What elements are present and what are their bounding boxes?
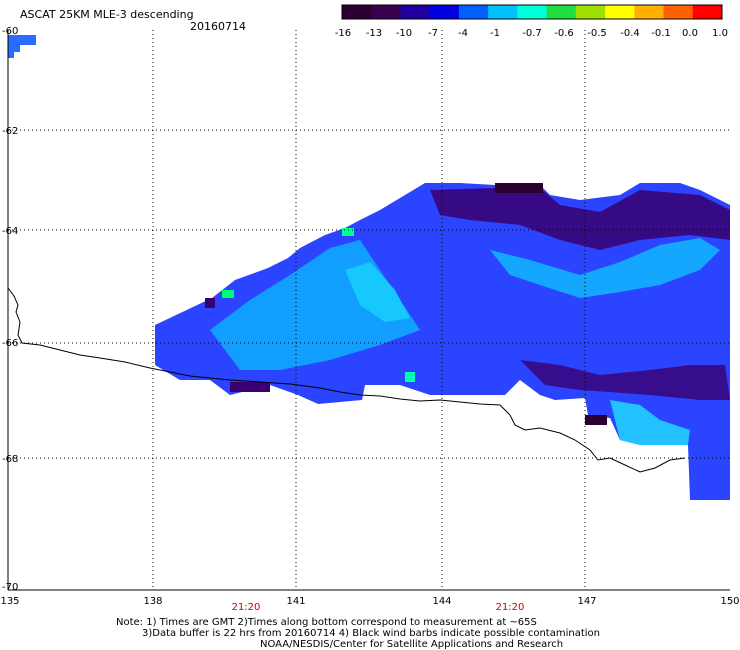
colorbar-swatch [546, 5, 577, 19]
lat-tick-label: -66 [2, 338, 18, 349]
colorbar-label: -0.7 [522, 28, 542, 39]
lon-tick-label: 135 [0, 596, 19, 607]
colorbar-label: 1.0 [712, 28, 728, 39]
colorbar-swatch [575, 5, 606, 19]
swath-cyan-south [610, 400, 690, 445]
swath-purple-southeast [520, 360, 730, 400]
swath-base [155, 183, 730, 500]
swath-cyan-band [490, 238, 720, 298]
lat-tick-label: -70 [2, 582, 18, 593]
colorbar [342, 5, 723, 19]
swath-dark-cell-south [585, 415, 607, 425]
colorbar-swatch [488, 5, 518, 19]
colorbar-swatch [429, 5, 460, 19]
swath-light-patch [345, 262, 410, 322]
lat-tick-label: -62 [2, 126, 18, 137]
colorbar-swatch [371, 5, 401, 19]
lon-tick-label: 147 [577, 596, 596, 607]
lat-tick-label: -68 [2, 454, 18, 465]
colorbar-border [341, 4, 723, 20]
colorbar-label: -0.5 [587, 28, 607, 39]
time-label: 21:20 [496, 602, 525, 613]
colorbar-label: -13 [366, 28, 382, 39]
swath-dark-strip-south [230, 382, 270, 392]
lat-tick-label: -64 [2, 226, 18, 237]
swath-purple-cell [205, 298, 215, 308]
grid [8, 30, 730, 590]
lon-tick-label: 144 [432, 596, 451, 607]
swath-green-cell-1 [342, 228, 354, 236]
note-line-3: NOAA/NESDIS/Center for Satellite Applica… [260, 639, 563, 650]
lat-tick-label: -60 [2, 26, 18, 37]
colorbar-swatch [517, 5, 548, 19]
swath-dark-band [430, 188, 730, 250]
colorbar-label: -7 [428, 28, 438, 39]
colorbar-label: 0.0 [682, 28, 698, 39]
swath-corner-fragment [8, 35, 36, 58]
colorbar-swatch [342, 5, 372, 19]
lon-tick-label: 138 [143, 596, 162, 607]
note-line-2: 3)Data buffer is 22 hrs from 20160714 4)… [142, 628, 600, 639]
colorbar-label: -0.6 [554, 28, 574, 39]
map-title: ASCAT 25KM MLE-3 descending [20, 8, 194, 21]
colorbar-label: -1 [490, 28, 500, 39]
colorbar-swatch [663, 5, 694, 19]
map-date: 20160714 [190, 20, 246, 33]
colorbar-swatch [400, 5, 431, 19]
lon-tick-label: 141 [286, 596, 305, 607]
colorbar-label: -0.1 [651, 28, 671, 39]
data-swath [8, 35, 730, 500]
colorbar-label: -0.4 [620, 28, 640, 39]
time-label: 21:20 [232, 602, 261, 613]
lon-tick-label: 150 [720, 596, 739, 607]
colorbar-label: -10 [396, 28, 412, 39]
swath-green-cell-2 [222, 290, 234, 298]
colorbar-swatch [605, 5, 635, 19]
plot-frame [7, 30, 730, 591]
coastline [7, 287, 686, 473]
colorbar-label: -16 [335, 28, 351, 39]
swath-dark-cell-north [495, 183, 543, 193]
colorbar-swatch [634, 5, 665, 19]
colorbar-swatch [458, 5, 489, 19]
colorbar-swatch [692, 5, 723, 19]
colorbar-label: -4 [458, 28, 468, 39]
swath-green-cell-3 [405, 372, 415, 382]
note-line-1: Note: 1) Times are GMT 2)Times along bot… [116, 617, 537, 628]
